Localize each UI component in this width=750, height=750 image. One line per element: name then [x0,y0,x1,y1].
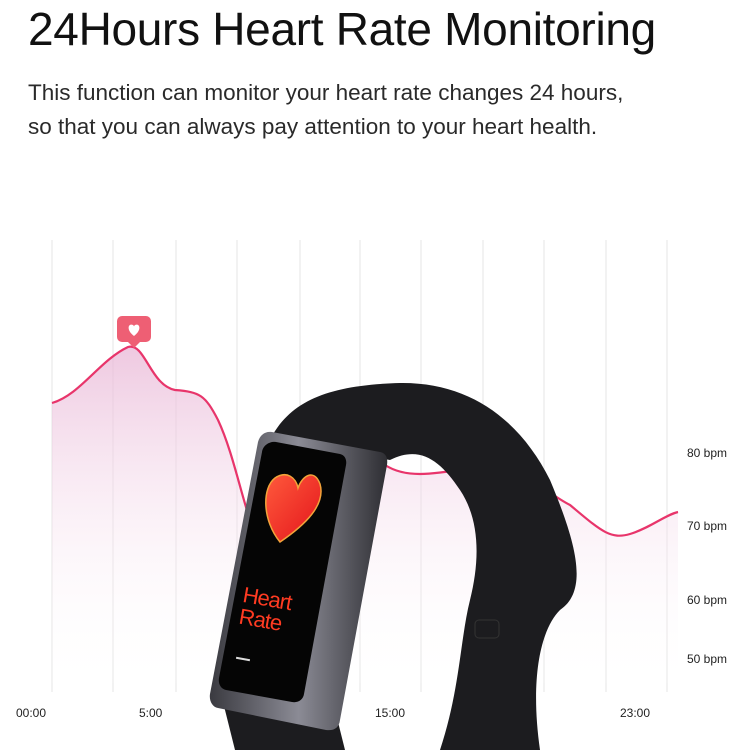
page-title: 24Hours Heart Rate Monitoring [28,3,656,55]
y-label: 50 bpm [687,652,728,666]
description-line-1: This function can monitor your heart rat… [28,80,624,105]
y-label: 80 bpm [687,446,728,460]
x-label: 00:00 [16,706,47,720]
screen-text: Heart Rate [237,582,293,636]
x-label: 23:00 [620,706,651,720]
x-label: 15:00 [375,706,406,720]
heart-badge-icon [117,316,151,348]
smart-band-image [209,382,577,750]
x-label: 5:00 [139,706,163,720]
y-label: 70 bpm [687,519,728,533]
description-line-2: so that you can always pay attention to … [28,114,598,139]
y-label: 60 bpm [687,593,728,607]
screen-indicator [235,656,251,662]
description: This function can monitor your heart rat… [28,76,623,144]
band-strap [270,382,577,750]
band-button [474,619,500,639]
heart-icon [265,474,322,544]
